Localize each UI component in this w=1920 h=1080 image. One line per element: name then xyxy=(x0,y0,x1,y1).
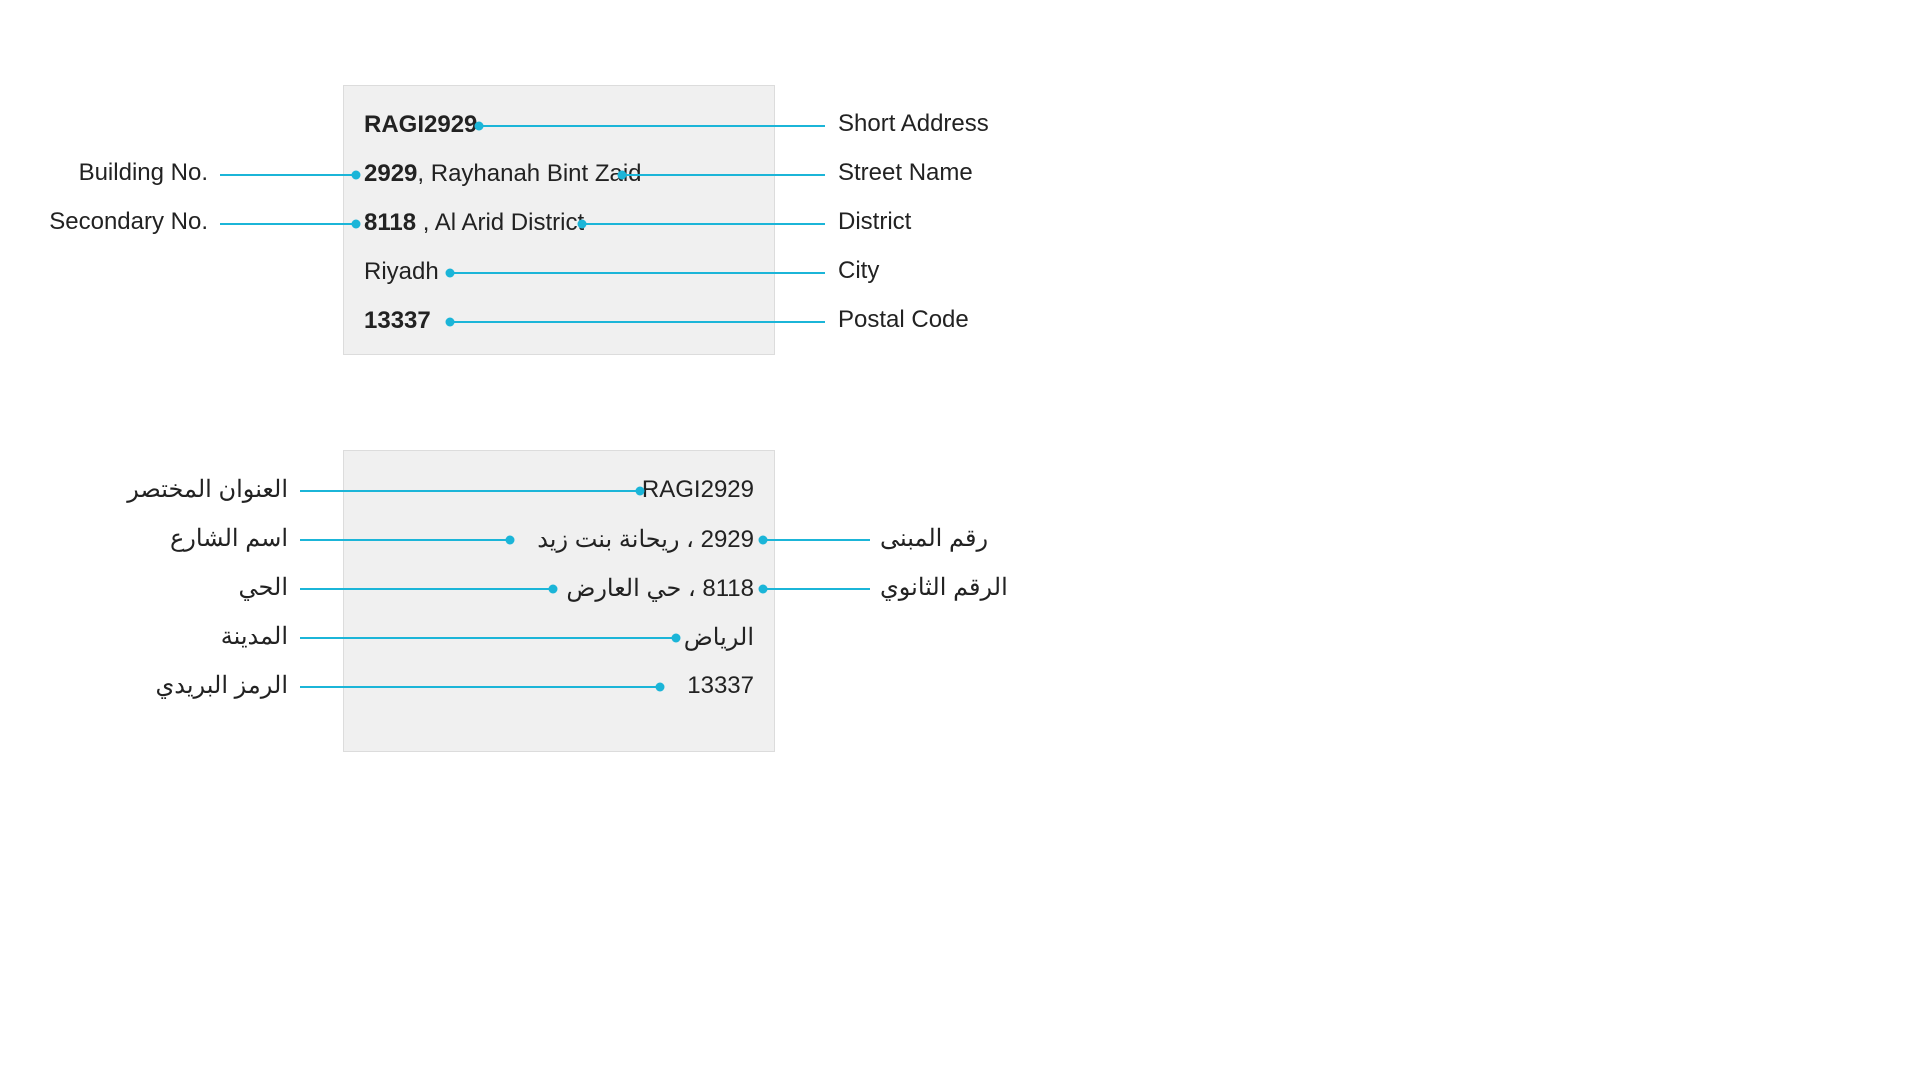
street-name-value: Rayhanah Bint Zaid xyxy=(431,160,642,187)
line-secondary-district: 8118 , Al Arid District xyxy=(364,209,754,237)
city-value: Riyadh xyxy=(364,258,439,285)
postal-code-value-ar: 13337 xyxy=(687,672,754,699)
street-name-value-ar: ريحانة بنت زيد xyxy=(537,526,679,553)
label-street-name-ar: اسم الشارع xyxy=(170,524,288,553)
line-postal: 13337 xyxy=(364,307,754,335)
label-street-name: Street Name xyxy=(838,159,973,187)
label-district: District xyxy=(838,208,911,236)
city-value-ar: الرياض xyxy=(684,624,754,651)
sep: , xyxy=(416,209,435,236)
postal-code-value: 13337 xyxy=(364,307,431,334)
sep-ar: ، xyxy=(680,526,701,553)
building-no-value: 2929 xyxy=(364,160,417,187)
line-city-ar: الرياض xyxy=(364,623,754,652)
district-value: Al Arid District xyxy=(435,209,584,236)
line-postal-ar: 13337 xyxy=(364,672,754,700)
building-no-value-ar: 2929 xyxy=(701,526,754,553)
label-secondary-no-ar: الرقم الثانوي xyxy=(880,573,1008,602)
secondary-no-value: 8118 xyxy=(364,209,416,236)
line-city: Riyadh xyxy=(364,258,754,286)
label-secondary-no: Secondary No. xyxy=(49,208,208,236)
line-short-address-ar: RAGI2929 xyxy=(364,476,754,504)
address-card-english: RAGI2929 2929, Rayhanah Bint Zaid 8118 ,… xyxy=(343,85,775,355)
label-city: City xyxy=(838,257,879,285)
line-building-street: 2929, Rayhanah Bint Zaid xyxy=(364,160,754,188)
label-short-address: Short Address xyxy=(838,110,989,138)
secondary-no-value-ar: 8118 xyxy=(702,575,754,602)
label-building-no: Building No. xyxy=(79,159,208,187)
sep-ar: ، xyxy=(681,575,702,602)
label-district-ar: الحي xyxy=(239,573,288,602)
label-postal-code-ar: الرمز البريدي xyxy=(155,671,288,700)
sep: , xyxy=(417,160,430,187)
line-secondary-district-ar: 8118 ، حي العارض xyxy=(364,574,754,603)
short-address-value: RAGI2929 xyxy=(364,111,477,138)
address-card-arabic: RAGI2929 2929 ، ريحانة بنت زيد 8118 ، حي… xyxy=(343,450,775,752)
line-short-address: RAGI2929 xyxy=(364,111,754,139)
label-postal-code: Postal Code xyxy=(838,306,969,334)
district-value-ar: حي العارض xyxy=(566,575,681,602)
label-city-ar: المدينة xyxy=(221,622,288,651)
line-building-street-ar: 2929 ، ريحانة بنت زيد xyxy=(364,525,754,554)
label-short-address-ar: العنوان المختصر xyxy=(127,475,288,504)
label-building-no-ar: رقم المبنى xyxy=(880,524,988,553)
short-address-value-ar: RAGI2929 xyxy=(642,476,754,503)
diagram-stage: RAGI2929 2929, Rayhanah Bint Zaid 8118 ,… xyxy=(0,0,1920,1080)
